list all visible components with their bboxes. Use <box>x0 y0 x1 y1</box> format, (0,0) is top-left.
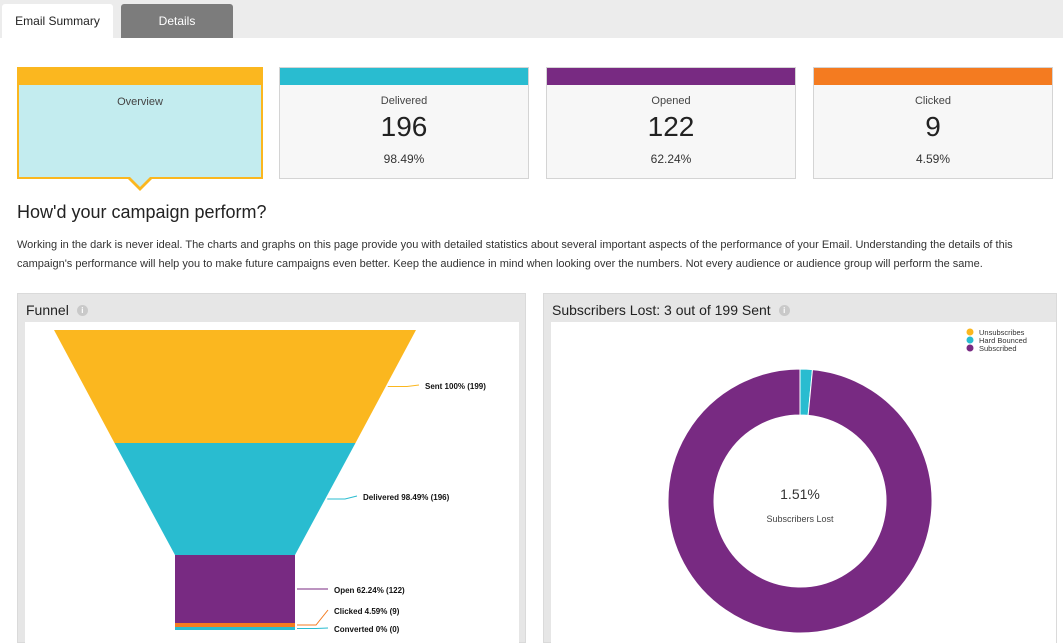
description-text: Working in the dark is never ideal. The … <box>17 239 1013 270</box>
overview-card-band <box>19 68 261 85</box>
funnel-label-1: Sent 100% (199) <box>425 382 486 391</box>
opened-card-band <box>547 68 795 85</box>
funnel-label-2: Delivered 98.49% (196) <box>363 493 450 502</box>
funnel-stage-5[interactable] <box>175 627 295 630</box>
subscribers-panel-title: Subscribers Lost: 3 out of 199 Sent i <box>552 302 790 318</box>
funnel-connector-1 <box>387 384 420 387</box>
legend-marker-2 <box>966 336 974 344</box>
opened-card[interactable]: Opened 122 62.24% <box>546 67 796 179</box>
funnel-panel-title: Funnel i <box>26 302 88 318</box>
clicked-percent: 4.59% <box>915 152 951 166</box>
funnel-connector-2 <box>327 495 358 500</box>
delivered-card[interactable]: Delivered 196 98.49% <box>279 67 529 179</box>
funnel-stage-4[interactable] <box>175 623 295 627</box>
delivered-count: 196 <box>380 111 428 142</box>
funnel-chart: Sent 100% (199) Delivered 98.49% (196) Ope… <box>54 330 486 634</box>
funnel-stage-3[interactable] <box>175 555 295 623</box>
opened-count: 122 <box>647 111 695 142</box>
legend-label-3[interactable]: Subscribed <box>979 344 1017 353</box>
clicked-card-label: Clicked <box>914 95 952 107</box>
opened-card-label: Opened <box>651 95 691 107</box>
delivered-card-label: Delivered <box>380 95 428 107</box>
delivered-card-band <box>280 68 528 85</box>
overview-pointer-fill <box>130 177 150 187</box>
overview-card-label: Overview <box>117 96 163 108</box>
donut-center-value: 1.51% <box>780 486 820 502</box>
overview-card[interactable]: Overview <box>17 67 263 179</box>
clicked-card-band <box>814 68 1052 85</box>
funnel-connector-5 <box>297 627 329 629</box>
funnel-panel: Funnel i Sent 100% (199) Delivered 98.49%… <box>17 293 526 643</box>
legend-label-2[interactable]: Hard Bounced <box>979 336 1027 345</box>
funnel-stage-2[interactable] <box>114 443 356 555</box>
funnel-label-3: Open 62.24% (122) <box>334 586 405 595</box>
tab-details[interactable]: Details <box>121 4 233 38</box>
subscribers-title-text: Subscribers Lost: 3 out of 199 Sent <box>552 302 771 318</box>
funnel-chart-area: Sent 100% (199) Delivered 98.49% (196) Ope… <box>25 322 519 643</box>
delivered-percent: 98.49% <box>383 152 425 166</box>
legend-label-1[interactable]: Unsubscribes <box>979 328 1025 337</box>
clicked-card[interactable]: Clicked 9 4.59% <box>813 67 1053 179</box>
legend-marker-1 <box>966 328 974 336</box>
info-icon[interactable]: i <box>778 304 790 316</box>
donut-center-label: Subscribers Lost <box>766 514 834 524</box>
legend-marker-3 <box>966 344 974 352</box>
funnel-label-4: Clicked 4.59% (9) <box>334 607 400 616</box>
page-heading: How'd your campaign perform? <box>17 202 267 222</box>
tab-email-summary[interactable]: Email Summary <box>2 4 113 38</box>
funnel-label-5: Converted 0% (0) <box>334 625 400 634</box>
tab-bar: Email Summary Details <box>0 0 1063 38</box>
clicked-count: 9 <box>925 111 941 142</box>
funnel-title-text: Funnel <box>26 302 69 318</box>
funnel-stage-1[interactable] <box>54 330 416 443</box>
donut-slice-subscribed[interactable] <box>667 368 933 634</box>
subscribers-lost-panel: Subscribers Lost: 3 out of 199 Sent i 1.… <box>543 293 1057 643</box>
opened-percent: 62.24% <box>650 152 692 166</box>
info-icon[interactable]: i <box>76 304 88 316</box>
funnel-connector-4 <box>297 609 329 626</box>
donut-chart-area: 1.51% Subscribers Lost Unsubscribes Hard Bo… <box>551 322 1056 643</box>
